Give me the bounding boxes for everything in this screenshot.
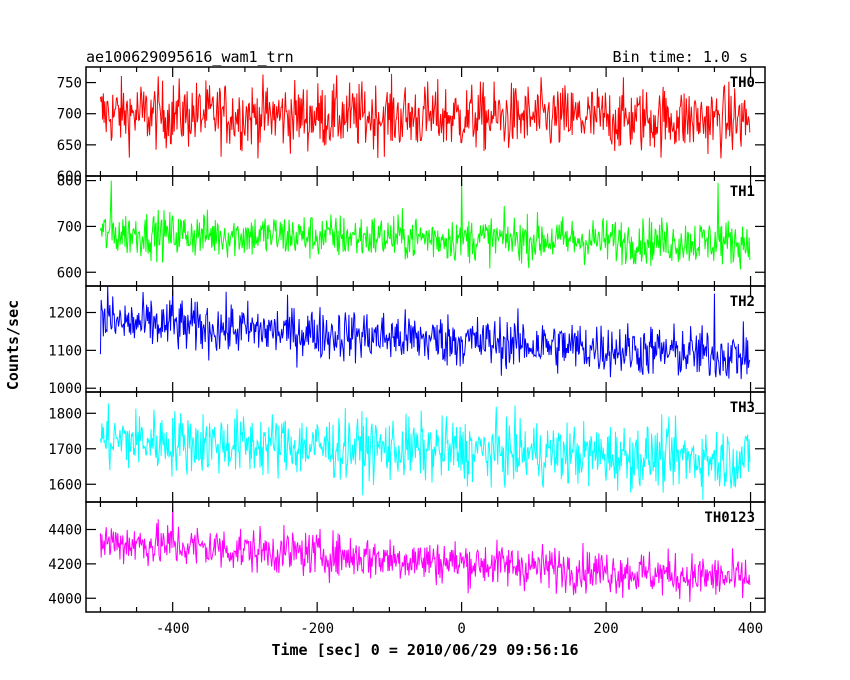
series-line-th2 (99, 286, 751, 380)
panel-th1: 600 700 800 TH1 (57, 174, 766, 287)
y-tick-label: 1800 (48, 406, 82, 422)
y-tick-label: 700 (57, 107, 82, 123)
x-tick-label: 200 (593, 621, 618, 637)
y-tick-label: 1600 (48, 477, 82, 493)
y-tick-label: 1700 (48, 442, 82, 458)
y-tick-label: 600 (57, 265, 82, 281)
y-tick-label: 1000 (48, 381, 82, 397)
panel-label-th2: TH2 (730, 294, 755, 310)
y-axis-title: Counts/sec (4, 300, 22, 390)
series-line-th3 (99, 403, 751, 500)
y-tick-label: 4000 (48, 591, 82, 607)
y-tick-label: 800 (57, 174, 82, 190)
series-line-th0123 (99, 505, 751, 602)
y-tick-label: 750 (57, 76, 82, 92)
y-tick-label: 1100 (48, 343, 82, 359)
x-tick-label: 0 (457, 621, 465, 637)
panel-label-th1: TH1 (730, 184, 755, 200)
series-line-th1 (99, 178, 751, 270)
panel-th2: 1000 1100 1200 TH2 (48, 285, 766, 397)
x-tick-label: -400 (156, 621, 190, 637)
panel-frame (85, 175, 766, 287)
y-tick-label: 700 (57, 219, 82, 235)
y-tick-label: 600 (57, 169, 82, 185)
y-tick-label: 1200 (48, 306, 82, 322)
panel-label-th0: TH0 (730, 75, 755, 91)
panels-group: 600 650 700 750 TH0 600 700 800 TH1 1000 1100 1200 T… (48, 66, 766, 613)
chart-title: ae100629095616_wam1_trn (86, 48, 294, 66)
panel-label-th0123: TH0123 (704, 510, 755, 526)
x-tick-label: -200 (300, 621, 334, 637)
series-line-th0 (99, 73, 751, 159)
panel-label-th3: TH3 (730, 400, 755, 416)
bin-time-label: Bin time: 1.0 s (613, 48, 748, 66)
panel-th0: 600 650 700 750 TH0 (57, 66, 766, 185)
y-tick-label: 650 (57, 138, 82, 154)
y-tick-label: 4200 (48, 557, 82, 573)
x-tick-label: 400 (738, 621, 763, 637)
y-tick-label: 4400 (48, 523, 82, 539)
panel-th3: 1600 1700 1800 TH3 (48, 391, 766, 503)
x-axis: -400 -200 0 200 400 (156, 621, 763, 637)
x-axis-title: Time [sec] 0 = 2010/06/29 09:56:16 (271, 641, 578, 659)
panel-th0123: 4000 4200 4400 TH0123 (48, 501, 766, 613)
